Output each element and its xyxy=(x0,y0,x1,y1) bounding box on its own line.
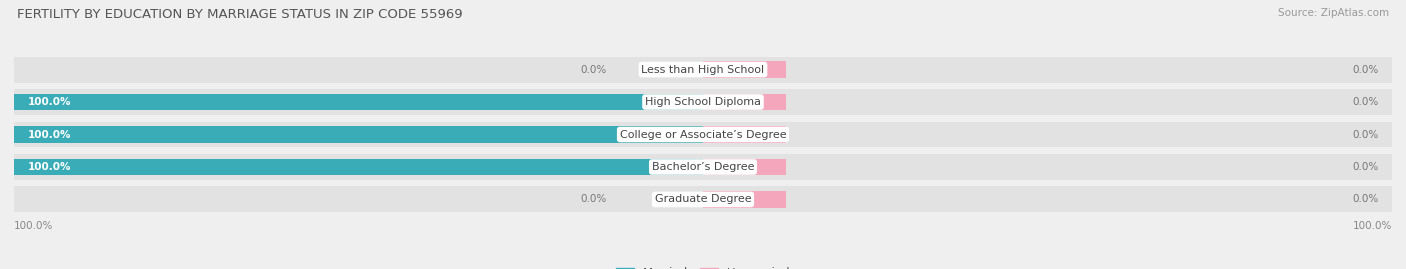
Text: Graduate Degree: Graduate Degree xyxy=(655,194,751,204)
Bar xyxy=(703,191,786,208)
Text: 100.0%: 100.0% xyxy=(28,162,72,172)
Bar xyxy=(14,94,703,111)
Bar xyxy=(703,126,786,143)
Legend: Married, Unmarried: Married, Unmarried xyxy=(616,267,790,269)
Text: College or Associate’s Degree: College or Associate’s Degree xyxy=(620,129,786,140)
Text: 0.0%: 0.0% xyxy=(1353,162,1378,172)
Text: Less than High School: Less than High School xyxy=(641,65,765,75)
Bar xyxy=(14,158,703,175)
Text: High School Diploma: High School Diploma xyxy=(645,97,761,107)
Text: Bachelor’s Degree: Bachelor’s Degree xyxy=(652,162,754,172)
Bar xyxy=(14,89,1392,115)
Text: 0.0%: 0.0% xyxy=(1353,65,1378,75)
Bar xyxy=(703,94,786,111)
Bar xyxy=(14,56,1392,83)
Text: 100.0%: 100.0% xyxy=(28,129,72,140)
Bar xyxy=(14,122,1392,147)
Bar xyxy=(14,154,1392,180)
Text: 0.0%: 0.0% xyxy=(1353,194,1378,204)
Text: 0.0%: 0.0% xyxy=(581,194,606,204)
Bar xyxy=(14,186,1392,213)
Text: 100.0%: 100.0% xyxy=(1353,221,1392,231)
Text: 0.0%: 0.0% xyxy=(581,65,606,75)
Bar xyxy=(14,126,703,143)
Bar xyxy=(703,61,786,78)
Text: Source: ZipAtlas.com: Source: ZipAtlas.com xyxy=(1278,8,1389,18)
Text: 0.0%: 0.0% xyxy=(1353,129,1378,140)
Text: 0.0%: 0.0% xyxy=(1353,97,1378,107)
Bar xyxy=(703,158,786,175)
Text: FERTILITY BY EDUCATION BY MARRIAGE STATUS IN ZIP CODE 55969: FERTILITY BY EDUCATION BY MARRIAGE STATU… xyxy=(17,8,463,21)
Text: 100.0%: 100.0% xyxy=(28,97,72,107)
Text: 100.0%: 100.0% xyxy=(14,221,53,231)
